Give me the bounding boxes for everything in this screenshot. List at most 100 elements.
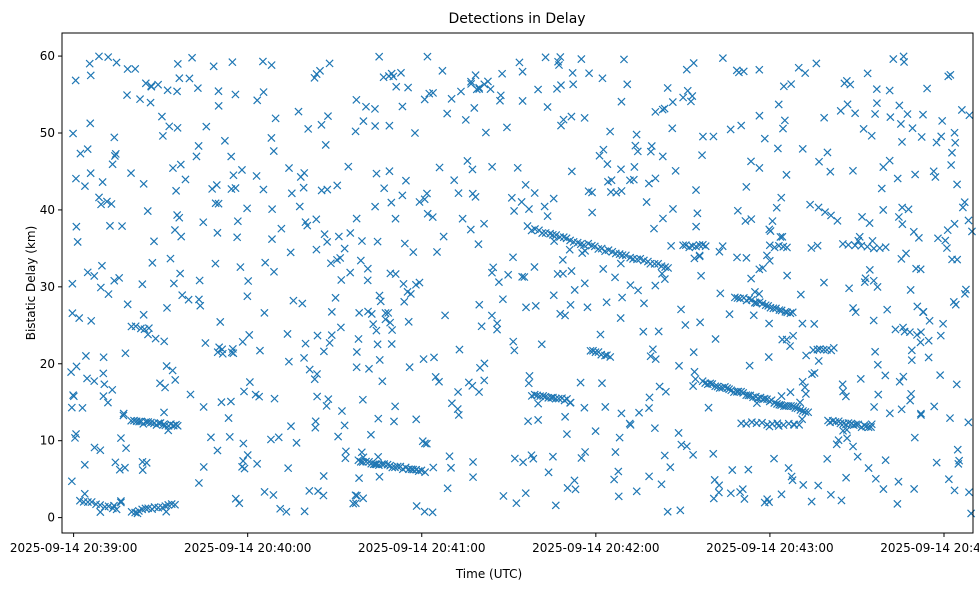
data-point	[194, 478, 203, 488]
data-point	[894, 212, 903, 222]
data-point	[136, 95, 145, 104]
x-tick-label: 2025-09-14 20:43:00	[706, 541, 833, 555]
data-point	[549, 291, 558, 300]
data-point	[740, 494, 749, 503]
data-point	[663, 83, 672, 93]
data-point	[865, 219, 874, 228]
data-point	[498, 69, 507, 78]
data-point	[284, 164, 294, 173]
data-point	[725, 310, 734, 319]
data-point	[804, 408, 813, 417]
data-point	[83, 268, 92, 277]
data-point	[953, 255, 962, 264]
data-point	[155, 379, 165, 388]
data-point	[447, 399, 456, 408]
data-point	[964, 488, 974, 497]
data-point	[227, 152, 236, 161]
data-point	[148, 258, 157, 267]
data-point	[166, 254, 175, 263]
data-point	[371, 121, 380, 131]
data-point	[209, 62, 218, 71]
data-point	[788, 308, 797, 317]
data-point	[312, 245, 321, 254]
data-point	[742, 253, 751, 262]
data-point	[752, 399, 761, 408]
data-point	[414, 467, 423, 476]
data-point	[334, 432, 343, 441]
data-point	[352, 95, 361, 104]
data-point	[97, 200, 106, 209]
data-point	[907, 389, 916, 398]
data-point	[387, 339, 396, 349]
data-point	[632, 487, 641, 496]
data-point	[941, 236, 950, 245]
data-point	[245, 378, 254, 387]
data-point	[833, 216, 842, 225]
data-point	[775, 400, 784, 409]
data-point	[836, 106, 845, 115]
data-point	[116, 498, 125, 507]
data-point	[760, 134, 769, 143]
data-point	[663, 507, 672, 516]
data-point	[352, 363, 361, 372]
data-point	[389, 417, 399, 426]
data-point	[918, 110, 928, 119]
data-point	[138, 280, 147, 289]
data-point	[181, 175, 190, 184]
data-point	[814, 203, 823, 212]
data-point	[701, 242, 710, 251]
data-point	[488, 162, 497, 171]
data-point	[271, 114, 280, 123]
data-point	[192, 152, 201, 161]
data-point	[364, 364, 373, 373]
data-point	[289, 296, 298, 305]
data-point	[421, 468, 430, 477]
data-point	[869, 316, 878, 325]
data-point	[486, 85, 495, 94]
data-point	[392, 82, 401, 91]
data-point	[334, 232, 343, 241]
data-point	[423, 209, 432, 218]
data-point	[104, 290, 113, 299]
data-point	[947, 160, 956, 170]
x-tick-label: 2025-09-14 20:41:00	[358, 541, 485, 555]
data-point	[819, 345, 828, 354]
data-point	[333, 181, 342, 190]
data-point	[385, 167, 394, 176]
data-point	[211, 199, 220, 208]
data-point	[320, 230, 329, 239]
data-point	[709, 132, 718, 141]
data-point	[782, 170, 791, 179]
data-point	[300, 353, 309, 362]
data-point	[910, 433, 919, 442]
data-point	[698, 151, 707, 160]
data-point	[510, 206, 519, 215]
data-point	[83, 145, 92, 154]
data-point	[510, 454, 519, 463]
data-point	[760, 394, 769, 403]
data-point	[305, 365, 314, 374]
data-point	[310, 73, 319, 82]
data-point	[99, 353, 108, 362]
data-point	[603, 160, 612, 169]
data-point	[72, 222, 81, 231]
data-point	[689, 59, 698, 68]
data-point	[868, 236, 877, 245]
data-point	[676, 506, 685, 515]
data-point	[815, 157, 824, 166]
data-point	[159, 420, 168, 429]
data-point	[909, 227, 918, 236]
data-point	[94, 52, 103, 61]
data-point	[895, 377, 904, 386]
data-point	[430, 353, 439, 362]
data-point	[78, 403, 87, 412]
data-point	[826, 211, 836, 220]
data-point	[569, 80, 578, 89]
data-point	[199, 218, 208, 227]
data-point	[775, 306, 784, 315]
data-point	[917, 132, 926, 142]
data-point	[658, 105, 667, 114]
data-point	[186, 390, 195, 399]
data-point	[650, 259, 659, 268]
data-point	[661, 263, 670, 272]
